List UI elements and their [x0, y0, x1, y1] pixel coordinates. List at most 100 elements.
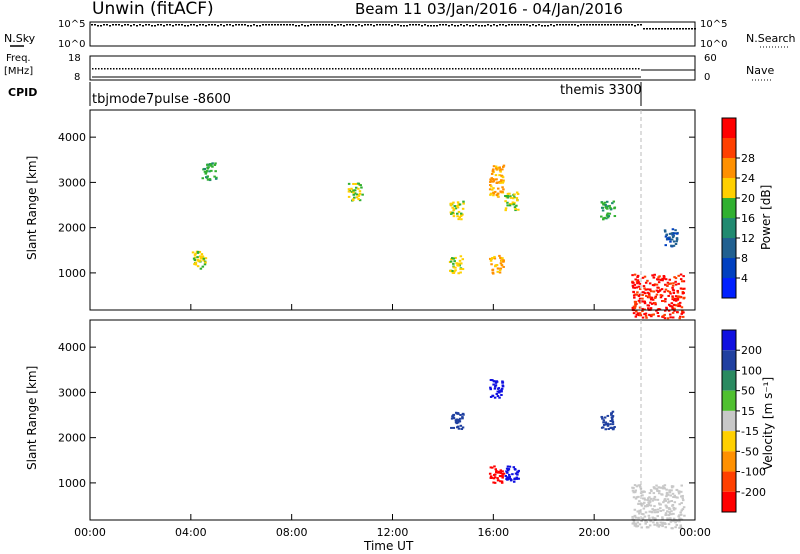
data-point — [663, 484, 667, 487]
freq-point — [548, 68, 550, 70]
data-point — [671, 316, 675, 319]
data-point — [651, 274, 654, 277]
data-point — [673, 501, 677, 504]
data-point — [452, 266, 456, 269]
data-point — [512, 466, 516, 469]
data-point — [350, 187, 353, 190]
data-point — [632, 294, 636, 297]
nsky-point — [355, 25, 357, 27]
data-point — [495, 380, 499, 383]
nsky-point — [301, 24, 303, 26]
data-point — [349, 190, 352, 193]
nsky-point — [97, 25, 99, 27]
data-point — [492, 481, 495, 484]
nsky-point — [118, 24, 120, 26]
data-point — [633, 306, 637, 309]
nsky-point — [571, 24, 573, 26]
nsky-point — [100, 25, 102, 27]
freq-point — [590, 68, 592, 70]
data-point — [635, 293, 639, 296]
nsky-point — [613, 24, 615, 26]
nsky-point — [109, 25, 111, 27]
nsky-point — [124, 24, 126, 26]
cpid-label: CPID — [8, 86, 37, 99]
colorbar-tick-label: -50 — [741, 445, 759, 458]
data-point — [602, 421, 605, 424]
freq-point — [287, 68, 289, 70]
data-point — [646, 499, 649, 502]
x-tick-label: 12:00 — [377, 526, 409, 539]
data-point — [492, 477, 496, 480]
freq-point — [533, 68, 535, 70]
power-colorbar-label: Power [dB] — [759, 185, 773, 250]
nsky-point — [157, 24, 159, 26]
data-point — [502, 188, 505, 191]
freq-point — [521, 68, 523, 70]
nsky-point — [427, 25, 429, 27]
freq-point — [485, 68, 487, 70]
data-point — [634, 315, 638, 318]
data-point — [659, 507, 662, 510]
data-point — [606, 213, 609, 216]
freq-point — [122, 68, 124, 70]
freq-point — [242, 68, 244, 70]
nsky-point — [199, 24, 201, 26]
data-point — [500, 390, 503, 393]
data-point — [501, 257, 504, 260]
data-point — [670, 244, 673, 247]
data-point — [671, 284, 675, 287]
data-point — [680, 490, 683, 493]
data-point — [499, 181, 502, 184]
data-point — [495, 471, 498, 474]
data-point — [199, 257, 203, 260]
data-point — [605, 214, 609, 217]
data-point — [643, 490, 646, 493]
freq-point — [638, 68, 640, 70]
freq-point — [104, 68, 106, 70]
freq-point — [245, 68, 247, 70]
data-point — [489, 184, 492, 187]
data-point — [494, 468, 498, 471]
nsky-point — [217, 25, 219, 27]
data-point — [201, 265, 205, 268]
freq-point — [440, 68, 442, 70]
data-point — [632, 291, 636, 294]
data-point — [452, 262, 455, 265]
data-point — [613, 206, 617, 209]
freq-trace — [92, 68, 695, 78]
nsky-point — [640, 24, 642, 26]
data-point — [507, 476, 510, 479]
data-point — [661, 524, 664, 527]
data-point — [454, 266, 457, 269]
nsky-point — [139, 24, 141, 26]
time-xlabel: Time UT — [363, 539, 414, 553]
nsky-point — [637, 24, 639, 26]
freq-point — [182, 68, 184, 70]
nsky-point — [196, 25, 198, 27]
freq-point — [623, 68, 625, 70]
nsky-point — [373, 25, 375, 27]
data-point — [649, 298, 653, 301]
freq-point — [557, 68, 559, 70]
nsky-point — [673, 28, 675, 30]
data-point — [670, 500, 674, 503]
data-point — [631, 486, 634, 489]
data-point — [455, 205, 459, 208]
data-point — [517, 208, 520, 211]
freq-point — [152, 68, 154, 70]
x-tick-label: 08:00 — [276, 526, 308, 539]
colorbar-tick-label: 28 — [741, 152, 755, 165]
data-point — [491, 466, 494, 469]
data-point — [461, 416, 464, 419]
nsky-point — [511, 24, 513, 26]
data-point — [501, 385, 505, 388]
data-point — [635, 485, 639, 488]
data-point — [675, 304, 679, 307]
data-point — [206, 163, 209, 166]
data-point — [608, 204, 611, 207]
nsky-point — [394, 24, 396, 26]
data-point — [660, 486, 663, 489]
nsky-point — [337, 24, 339, 26]
data-point — [663, 277, 666, 280]
data-point — [456, 206, 460, 209]
